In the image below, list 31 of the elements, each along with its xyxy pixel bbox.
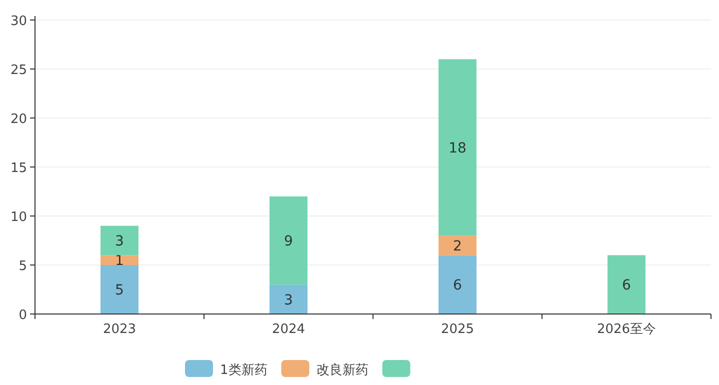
data-label: 3 xyxy=(115,234,124,250)
bar xyxy=(608,255,646,314)
bar xyxy=(100,265,138,314)
data-label: 6 xyxy=(622,278,632,294)
x-tick-label: 2025 xyxy=(440,322,474,337)
data-label: 9 xyxy=(284,234,293,250)
data-label: 18 xyxy=(448,140,466,156)
y-tick-label: 5 xyxy=(18,259,27,274)
bar xyxy=(270,196,308,285)
x-tick-label: 2023 xyxy=(102,322,136,337)
data-label: 3 xyxy=(284,292,293,308)
y-tick-label: 15 xyxy=(10,161,27,176)
bar xyxy=(100,255,138,265)
bar xyxy=(438,236,476,256)
y-tick-label: 20 xyxy=(10,112,27,127)
data-label: 5 xyxy=(115,282,124,298)
bar xyxy=(438,59,476,236)
x-tick-label: 2024 xyxy=(272,322,306,337)
data-label: 6 xyxy=(453,278,462,294)
bar xyxy=(270,284,308,314)
y-tick-label: 30 xyxy=(10,14,27,29)
data-label: 2 xyxy=(453,238,462,254)
bar xyxy=(438,255,476,314)
x-tick-label: 2026至今 xyxy=(596,322,656,337)
data-label: 1 xyxy=(115,253,124,270)
bar xyxy=(100,226,138,256)
legend-label: 1类新药 xyxy=(220,363,268,378)
y-tick-label: 10 xyxy=(10,210,27,225)
y-tick-label: 25 xyxy=(10,63,27,78)
legend-label: 改良新药 xyxy=(316,363,368,378)
y-tick-label: 0 xyxy=(18,308,27,323)
